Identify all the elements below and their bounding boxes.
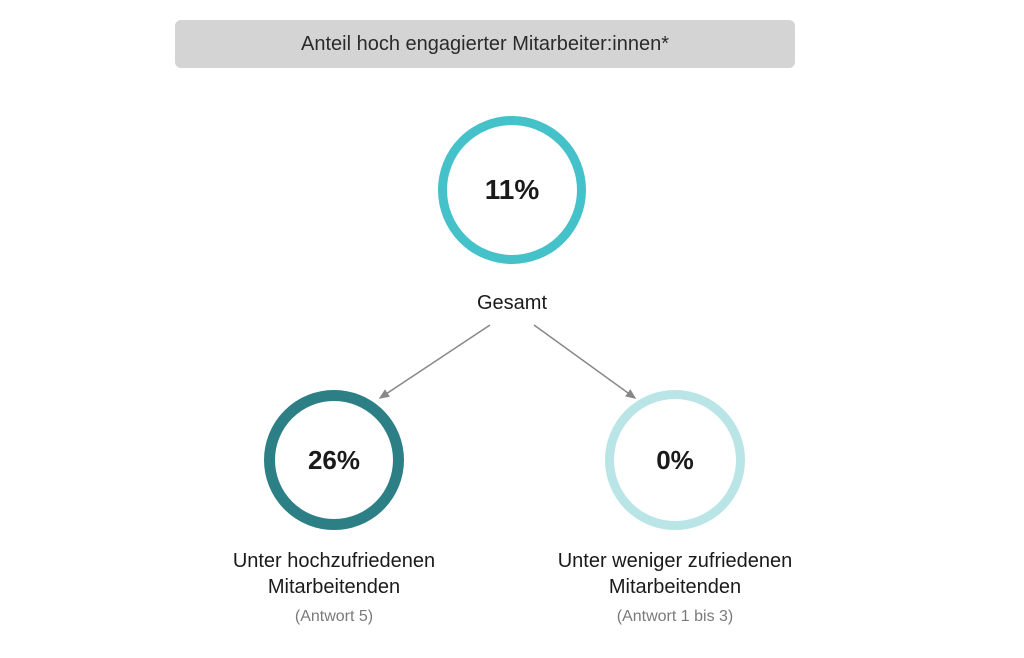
circle-wenigerzufrieden-value: 0% xyxy=(656,445,694,476)
circle-wenigerzufrieden: 0% xyxy=(605,390,745,530)
label-hochzufrieden-main: Unter hochzufriedenen Mitarbeitenden xyxy=(194,548,474,600)
label-wenigerzufrieden-main: Unter weniger zufriedenen Mitarbeitenden xyxy=(525,548,825,600)
label-wenigerzufrieden-sub: (Antwort 1 bis 3) xyxy=(525,608,825,626)
circle-gesamt-value: 11% xyxy=(485,174,540,206)
arrows xyxy=(0,0,1024,658)
circle-gesamt: 11% xyxy=(438,116,586,264)
arrow-left xyxy=(380,325,490,398)
label-hochzufrieden-sub: (Antwort 5) xyxy=(194,608,474,626)
circle-hochzufrieden: 26% xyxy=(264,390,404,530)
label-wenigerzufrieden: Unter weniger zufriedenen Mitarbeitenden… xyxy=(525,548,825,626)
label-gesamt-main: Gesamt xyxy=(412,290,612,316)
circle-hochzufrieden-value: 26% xyxy=(308,445,360,476)
title-text: Anteil hoch engagierter Mitarbeiter:inne… xyxy=(301,33,669,56)
label-gesamt: Gesamt xyxy=(412,290,612,316)
label-hochzufrieden: Unter hochzufriedenen Mitarbeitenden (An… xyxy=(194,548,474,626)
title-bar: Anteil hoch engagierter Mitarbeiter:inne… xyxy=(175,20,795,68)
arrow-right xyxy=(534,325,635,398)
